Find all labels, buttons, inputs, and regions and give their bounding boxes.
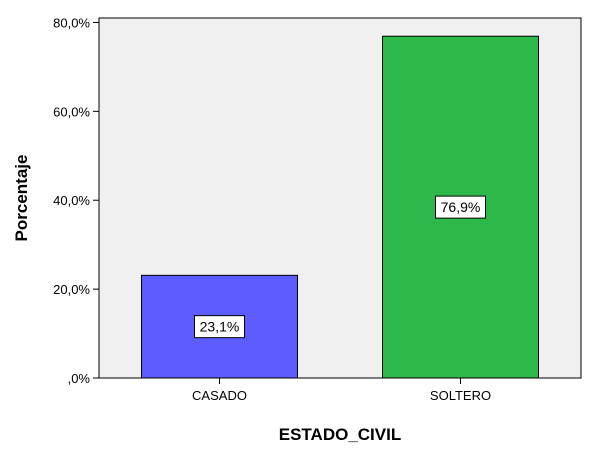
y-tick-label: 20,0%: [53, 282, 90, 297]
x-axis-ticks: CASADO SOLTERO: [192, 378, 491, 403]
x-axis-title: ESTADO_CIVIL: [279, 425, 401, 444]
y-axis-title: Porcentaje: [12, 155, 31, 242]
data-label: 76,9%: [441, 199, 481, 215]
x-tick-label: CASADO: [192, 388, 247, 403]
data-label-box: [194, 315, 245, 339]
y-tick-label: ,0%: [68, 371, 91, 386]
y-tick-label: 80,0%: [53, 15, 90, 30]
x-tick-label: SOLTERO: [430, 388, 491, 403]
y-tick-label: 60,0%: [53, 104, 90, 119]
y-axis-ticks: ,0% 20,0% 40,0% 60,0% 80,0%: [53, 15, 99, 386]
data-label-box: [435, 195, 486, 219]
data-label: 23,1%: [200, 319, 240, 335]
y-tick-label: 40,0%: [53, 193, 90, 208]
bars: 23,1% 76,9%: [141, 35, 539, 379]
